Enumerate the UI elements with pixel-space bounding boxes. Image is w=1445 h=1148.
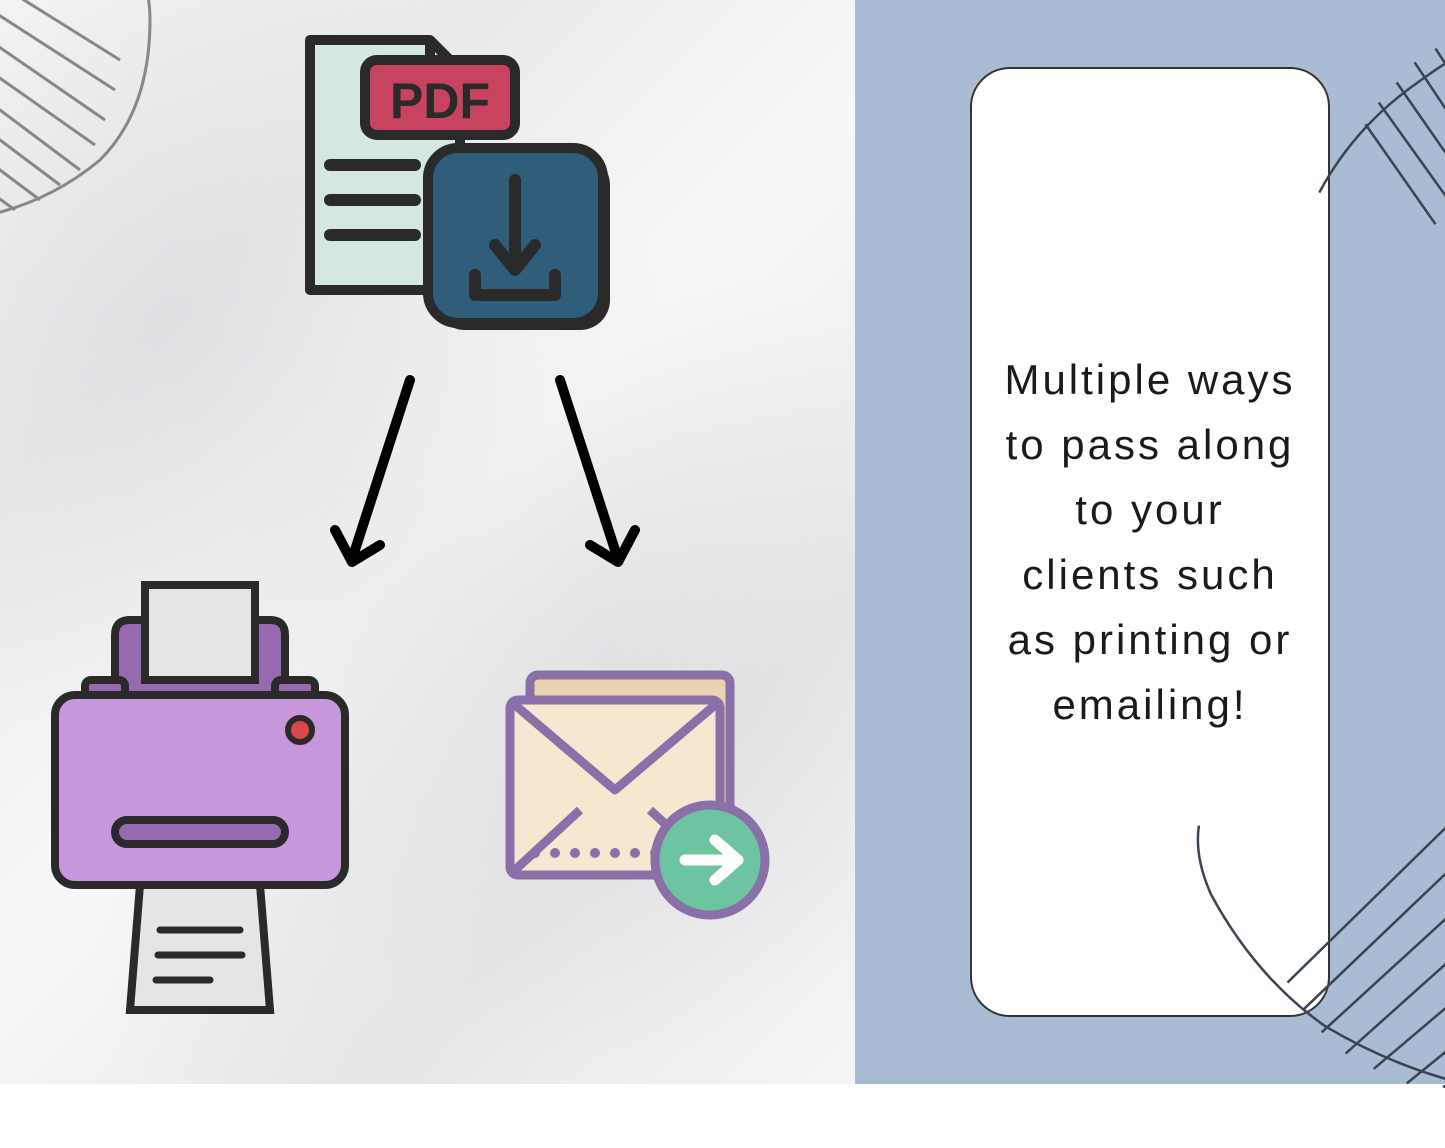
pdf-download-icon: PDF [280, 20, 620, 360]
card-text: Multiple ways to pass along to your clie… [1002, 347, 1298, 738]
pdf-label: PDF [390, 73, 490, 129]
arrow-to-email-icon [530, 370, 650, 580]
printer-icon [45, 580, 355, 1020]
text-panel: Multiple ways to pass along to your clie… [855, 0, 1445, 1084]
infographic-canvas: PDF [0, 0, 855, 1084]
leaf-decoration-icon [0, 0, 180, 260]
arrow-to-printer-icon [320, 370, 440, 580]
email-send-icon [500, 660, 780, 930]
leaf-decoration-right-bottom-icon [1159, 780, 1445, 1147]
